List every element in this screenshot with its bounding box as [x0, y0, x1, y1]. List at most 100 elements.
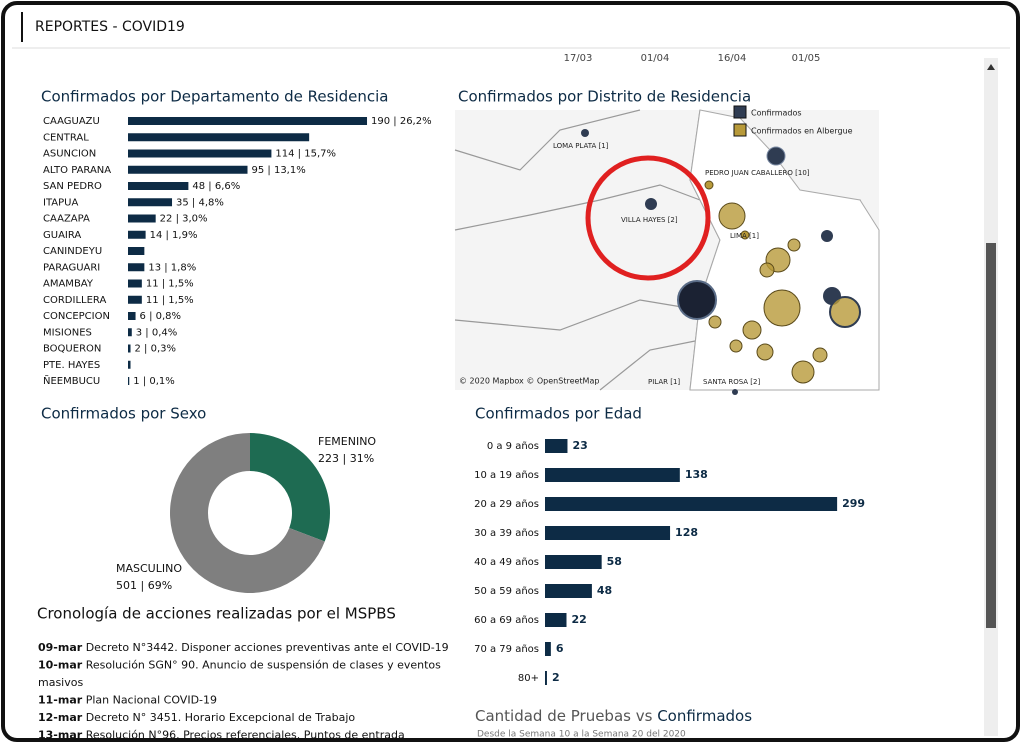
slice-value: 501 | 69% — [116, 579, 172, 592]
data-label: 22 — [571, 613, 586, 626]
bar — [545, 555, 602, 569]
map-bubble — [756, 343, 774, 361]
data-label: 299 — [842, 497, 865, 510]
map-label: SANTA ROSA [2] — [703, 378, 760, 386]
bar — [545, 613, 567, 627]
category-label: 40 a 49 años — [474, 557, 539, 568]
data-label: 6 — [556, 642, 564, 655]
data-label: 2 | 0,3% — [135, 344, 177, 355]
map-bubble — [787, 238, 801, 252]
item-date: 12-mar — [38, 711, 83, 724]
data-label: 23 — [572, 439, 587, 452]
item-date: 09-mar — [38, 641, 83, 654]
legend-label: Confirmados en Albergue — [751, 127, 853, 136]
category-label: 70 a 79 años — [474, 644, 539, 655]
map-bubble — [732, 389, 738, 395]
item-text: Decreto N° 3451. Horario Excepcional de … — [86, 711, 356, 724]
item-text: Decreto N°3442. Disponer acciones preven… — [86, 641, 449, 654]
slice-label: MASCULINO — [116, 562, 182, 575]
bar — [545, 468, 680, 482]
data-label: 35 | 4,8% — [176, 197, 224, 208]
map-bubble — [581, 129, 589, 137]
bar — [128, 263, 145, 272]
map-bubble — [740, 230, 750, 240]
title-part: Cantidad de Pruebas vs — [475, 707, 653, 725]
bar — [128, 344, 131, 353]
item-date: 11-mar — [38, 694, 83, 707]
map-bubble — [729, 339, 743, 353]
bar — [128, 328, 132, 337]
map-bubble — [791, 360, 815, 384]
bar — [128, 165, 248, 174]
chart-title: Confirmados por Sexo — [41, 405, 206, 423]
data-label: 114 | 15,7% — [275, 149, 336, 160]
category-label: 50 a 59 años — [474, 586, 539, 597]
category-label: 20 a 29 años — [474, 499, 539, 510]
data-label: 3 | 0,4% — [136, 327, 178, 338]
title-part: Confirmados — [657, 707, 752, 725]
map-bubble — [704, 180, 714, 190]
map-bubble — [829, 296, 861, 328]
axis-label: 01/05 — [792, 53, 821, 64]
category-label: ÑEEMBUCU — [43, 374, 100, 387]
item-date: 13-mar — [38, 729, 83, 742]
bar — [545, 497, 838, 511]
chart-title: Confirmados por Distrito de Residencia — [458, 88, 751, 106]
map-bubble — [821, 230, 833, 242]
category-label: BOQUERON — [43, 344, 101, 355]
item-text: Resolución SGN° 90. Anuncio de suspensió… — [86, 659, 441, 672]
map-bubble — [718, 202, 746, 230]
scroll-up-arrow[interactable] — [987, 64, 995, 70]
category-label: CAAZAPA — [43, 214, 90, 225]
timeline-item: 13-mar Resolución N°96. Precios referenc… — [38, 729, 405, 742]
category-label: 60 a 69 años — [474, 615, 539, 626]
data-label: 48 | 6,6% — [192, 181, 240, 192]
header-title: REPORTES - COVID19 — [35, 19, 185, 35]
scrollbar-thumb[interactable] — [986, 243, 996, 628]
donut-slice — [170, 433, 325, 593]
timeline-item: 10-mar Resolución SGN° 90. Anuncio de su… — [38, 659, 441, 672]
data-label: 2 — [552, 671, 560, 684]
timeline-item: 12-mar Decreto N° 3451. Horario Excepcio… — [38, 711, 355, 724]
category-label: CAAGUAZU — [43, 116, 100, 127]
item-text: Plan Nacional COVID-19 — [86, 694, 217, 707]
map: LOMA PLATA [1] VILLA HAYES [2] PEDRO JUA… — [454, 105, 880, 395]
category-label: GUAIRA — [43, 230, 81, 241]
category-label: MISIONES — [43, 327, 92, 338]
bar — [128, 295, 142, 304]
category-label: ITAPUA — [43, 197, 78, 208]
section-title: Cantidad de Pruebas vs Confirmados — [475, 707, 752, 725]
donut-slice — [250, 433, 330, 542]
data-label: 48 — [597, 584, 612, 597]
item-text: Resolución N°96. Precios referenciales. … — [86, 729, 405, 742]
chart-title: Confirmados por Departamento de Residenc… — [41, 88, 388, 106]
bar — [545, 584, 592, 598]
section-title: Cronología de acciones realizadas por el… — [37, 605, 396, 623]
slice-value: 223 | 31% — [318, 452, 374, 465]
bar — [128, 117, 368, 125]
category-label: PARAGUARI — [43, 262, 100, 273]
bar — [128, 149, 272, 158]
bar — [128, 133, 310, 142]
data-label: 22 | 3,0% — [160, 214, 208, 225]
category-label: SAN PEDRO — [43, 181, 102, 192]
category-label: CENTRAL — [43, 132, 89, 143]
category-label: 30 a 39 años — [474, 528, 539, 539]
bar — [128, 247, 145, 255]
map-bubble — [759, 262, 775, 278]
category-label: 0 a 9 años — [487, 441, 539, 452]
data-label: 190 | 26,2% — [371, 116, 432, 127]
bar — [128, 360, 131, 369]
map-bubble — [766, 146, 786, 166]
map-attribution: © 2020 Mapbox © OpenStreetMap — [459, 377, 599, 386]
slice-label: FEMENINO — [318, 435, 376, 448]
data-label: 11 | 1,5% — [146, 295, 194, 306]
map-bubble — [742, 320, 762, 340]
category-label: AMAMBAY — [43, 279, 94, 290]
chart-title: Confirmados por Edad — [475, 405, 642, 423]
bar — [128, 377, 130, 385]
category-label: 80+ — [518, 673, 539, 684]
category-label: 10 a 19 años — [474, 470, 539, 481]
axis-label: 17/03 — [564, 53, 593, 64]
